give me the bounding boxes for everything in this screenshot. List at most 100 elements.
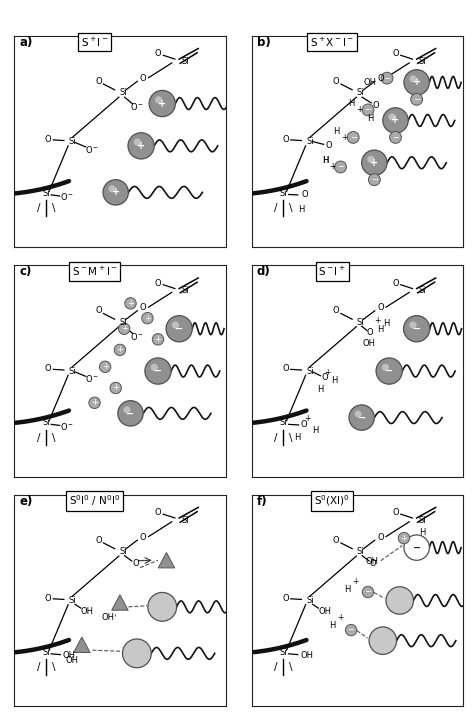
Text: Si: Si [306, 366, 314, 376]
Circle shape [398, 533, 409, 543]
Text: O: O [392, 279, 399, 288]
Text: Si: Si [181, 516, 189, 525]
Text: Si: Si [357, 547, 364, 556]
Text: d): d) [257, 265, 271, 278]
Circle shape [334, 161, 346, 173]
Text: −: − [413, 543, 421, 553]
Text: H: H [348, 99, 354, 108]
Text: +: + [91, 398, 98, 407]
Text: O: O [367, 328, 373, 338]
Text: O: O [372, 101, 379, 110]
Text: +: + [121, 324, 128, 333]
Text: Si: Si [306, 137, 314, 146]
Text: Si: Si [280, 189, 287, 198]
Circle shape [89, 397, 100, 409]
Circle shape [99, 361, 111, 373]
Text: −: − [371, 175, 378, 184]
Text: O$^-$: O$^-$ [130, 331, 144, 341]
Text: O: O [333, 77, 340, 86]
Text: c): c) [19, 265, 32, 278]
Text: H: H [317, 384, 323, 394]
Text: +: + [112, 187, 120, 197]
Circle shape [118, 323, 130, 334]
Text: O: O [325, 141, 332, 151]
Circle shape [145, 358, 171, 384]
Circle shape [166, 315, 192, 342]
Circle shape [349, 405, 374, 430]
Text: +: + [304, 414, 311, 423]
Text: O: O [140, 533, 146, 541]
Text: +: + [374, 315, 381, 325]
Text: S$^-$I$^+$: S$^-$I$^+$ [318, 265, 346, 278]
Circle shape [404, 70, 429, 95]
Text: −: − [392, 133, 399, 142]
Text: H: H [323, 156, 329, 165]
Text: O$^-$: O$^-$ [86, 373, 99, 384]
Text: −: − [350, 133, 357, 142]
Circle shape [404, 535, 429, 560]
Text: H: H [419, 528, 425, 537]
Text: /: / [274, 203, 278, 213]
Text: O: O [155, 279, 162, 288]
Text: Si: Si [419, 516, 427, 525]
Text: Si: Si [68, 596, 76, 605]
Text: O: O [378, 74, 384, 82]
Text: Si: Si [357, 318, 364, 327]
Text: O: O [333, 306, 340, 315]
Text: O: O [392, 508, 399, 517]
Circle shape [118, 401, 143, 426]
Text: OH: OH [366, 557, 379, 566]
Text: /: / [37, 432, 40, 442]
Polygon shape [158, 553, 175, 568]
Text: −: − [126, 409, 134, 418]
Text: +: + [413, 77, 421, 87]
Circle shape [345, 625, 357, 636]
Text: Si: Si [181, 57, 189, 66]
Circle shape [125, 298, 136, 309]
Text: H: H [367, 114, 373, 123]
Text: H: H [298, 205, 304, 214]
Circle shape [142, 313, 153, 324]
Circle shape [367, 156, 374, 163]
Circle shape [361, 150, 387, 176]
Text: /: / [37, 662, 40, 672]
Circle shape [411, 93, 423, 105]
Text: −: − [358, 412, 366, 422]
Text: +: + [158, 98, 166, 108]
Text: \: \ [289, 432, 293, 442]
Text: O: O [45, 594, 51, 603]
Circle shape [128, 133, 154, 159]
Text: O: O [140, 74, 146, 82]
Text: O: O [378, 533, 384, 541]
Polygon shape [74, 637, 90, 652]
Circle shape [103, 180, 128, 205]
Circle shape [382, 364, 389, 371]
Text: \: \ [52, 203, 55, 213]
Circle shape [381, 72, 393, 84]
Circle shape [390, 131, 401, 143]
Circle shape [383, 108, 408, 133]
Text: OH: OH [66, 656, 79, 665]
Text: O: O [378, 303, 384, 312]
Text: OH: OH [102, 613, 115, 622]
Circle shape [347, 131, 359, 143]
Text: O: O [282, 364, 289, 374]
Text: H: H [294, 433, 300, 442]
Text: /: / [274, 432, 278, 442]
Text: Si: Si [119, 318, 127, 327]
Text: Si: Si [306, 596, 314, 605]
Text: Si: Si [68, 137, 76, 146]
Text: −: − [364, 105, 371, 115]
Text: a): a) [19, 36, 33, 49]
Text: Si: Si [119, 88, 127, 98]
Text: OH: OH [318, 607, 331, 616]
Circle shape [151, 364, 158, 371]
Text: O$^-$: O$^-$ [130, 101, 144, 112]
Text: −: − [413, 95, 420, 104]
Circle shape [369, 174, 380, 186]
Circle shape [172, 321, 179, 328]
Text: O: O [322, 373, 328, 382]
Text: O: O [370, 559, 377, 568]
Text: H: H [329, 622, 335, 630]
Text: −: − [364, 587, 371, 597]
